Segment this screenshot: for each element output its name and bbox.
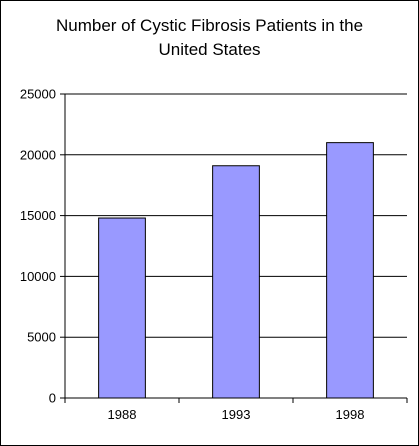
chart-title: Number of Cystic Fibrosis Patients in th… [1,14,418,62]
y-tick-label: 20000 [20,147,56,162]
x-tick-label: 1988 [108,407,137,422]
bar [212,165,260,399]
bar [326,142,374,399]
y-tick-label: 25000 [20,87,56,102]
y-tick-label: 10000 [20,269,56,284]
x-tick-label: 1993 [222,407,251,422]
y-tick-label: 0 [49,391,56,406]
y-tick-label: 5000 [27,330,56,345]
bar [98,217,146,399]
x-tick-label: 1998 [336,407,365,422]
chart-title-line-1: Number of Cystic Fibrosis Patients in th… [55,16,364,35]
chart-title-line-2: United States [158,40,261,59]
y-tick-label: 15000 [20,208,56,223]
